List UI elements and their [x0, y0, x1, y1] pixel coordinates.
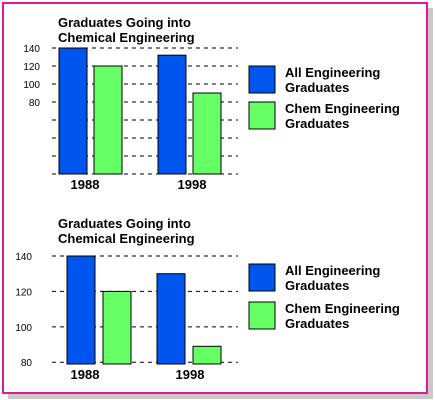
chart2-legend-label1: Graduates — [285, 278, 349, 293]
chart1-title-line2: Chemical Engineering — [58, 30, 195, 45]
chart2-title-line2: Chemical Engineering — [58, 231, 195, 246]
frame-shadow-right — [428, 8, 433, 396]
chart1-ytick-label: 100 — [23, 80, 40, 91]
chart2-bar-1998-series1 — [156, 273, 186, 365]
chart2-ytick-label: 120 — [15, 287, 32, 298]
chart1-legend-label1: All Engineering — [285, 65, 380, 80]
chart1-ytick-label: 140 — [23, 44, 40, 55]
chart2-bar-1988-series1 — [66, 255, 96, 365]
chart2-legend-swatch2 — [248, 301, 276, 330]
chart2-category-label: 1998 — [176, 367, 205, 382]
chart2-bar-1988-series2 — [102, 290, 132, 365]
chart2-ytick-label: 100 — [15, 323, 32, 334]
chart1-category-label: 1998 — [178, 177, 207, 192]
chart1-ytick-label: 80 — [29, 98, 41, 109]
chart1-bar-1998-series2 — [192, 92, 222, 175]
chart2-legend-label2: Chem Engineering — [285, 301, 400, 316]
chart1-bar-1988-series1 — [58, 47, 88, 175]
chart1-legend-swatch2 — [248, 101, 276, 130]
chart1-ytick-label: 120 — [23, 62, 40, 73]
chart1-bar-1988-series2 — [93, 65, 123, 175]
chart2-bar-1998-series2 — [192, 345, 222, 365]
chart2-legend-label1: All Engineering — [285, 263, 380, 278]
chart1-legend-label2: Chem Engineering — [285, 101, 400, 116]
chart1-legend-label1: Graduates — [285, 80, 349, 95]
frame-shadow-bottom — [8, 394, 433, 399]
chart1-category-label: 1988 — [71, 177, 100, 192]
chart2-ytick-label: 80 — [21, 358, 33, 369]
chart2-legend-label2: Graduates — [285, 316, 349, 331]
chart2-title-line1: Graduates Going into — [58, 216, 191, 231]
chart1-title-line1: Graduates Going into — [58, 15, 191, 30]
chart2-category-label: 1988 — [71, 367, 100, 382]
chart1-legend-swatch1 — [248, 65, 276, 94]
chart2-ytick-label: 140 — [15, 252, 32, 263]
chart1-legend-label2: Graduates — [285, 116, 349, 131]
chart1-bar-1998-series1 — [157, 54, 187, 175]
chart2-legend-swatch1 — [248, 263, 276, 292]
